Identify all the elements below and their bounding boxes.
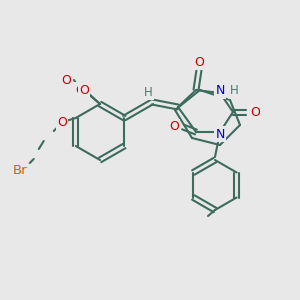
Text: O: O [194,56,204,68]
Text: O: O [75,83,85,97]
Text: N: N [215,85,225,98]
Text: O: O [61,74,71,86]
Text: O: O [169,121,179,134]
Text: Br: Br [12,164,27,178]
Text: O: O [79,83,89,97]
Text: N: N [215,128,225,140]
Text: O: O [250,106,260,118]
Text: O: O [57,116,67,130]
Text: H: H [144,85,152,98]
Text: H: H [230,85,238,98]
